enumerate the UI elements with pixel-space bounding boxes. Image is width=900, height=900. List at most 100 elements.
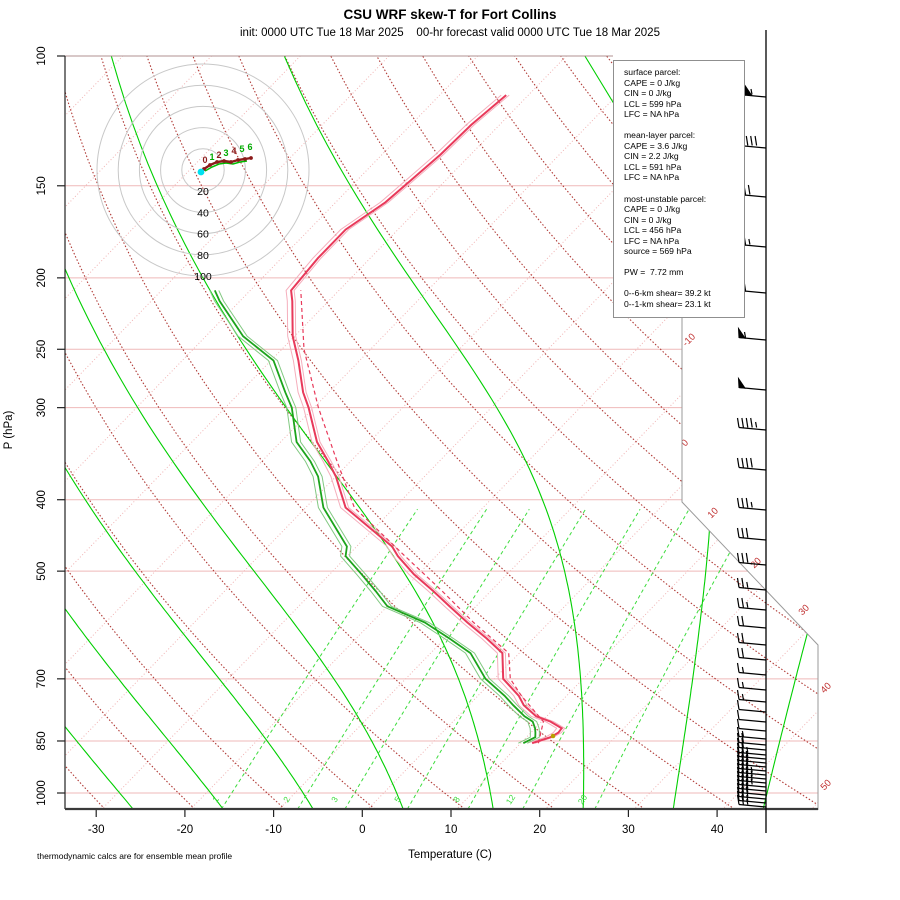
dewpoint-trace <box>213 290 537 745</box>
hodograph-ring-label: 20 <box>197 186 209 198</box>
wind-barb-full <box>741 552 744 563</box>
wind-barb-full <box>736 615 740 626</box>
wind-barb-full <box>736 689 740 700</box>
hodograph: 20 40 60 80 100 0 1 2 3 4 5 6 <box>96 63 310 283</box>
hodograph-trace-dot <box>236 158 240 162</box>
isotherm-line <box>189 56 818 810</box>
isotherm-line <box>100 56 818 810</box>
info-box-line: LFC = NA hPa <box>624 109 680 120</box>
wind-barb-full <box>736 782 740 793</box>
wind-barb-full <box>745 552 749 563</box>
wind-barb-full <box>741 647 744 658</box>
dry-adiabat-line <box>284 56 818 810</box>
mixing-ratio-line <box>467 508 641 810</box>
wind-barb-shaft <box>738 656 767 661</box>
wind-barb-half <box>741 681 744 688</box>
wind-barb-full <box>741 497 744 508</box>
isotherm-line <box>65 56 212 810</box>
isotherm-line <box>721 56 818 810</box>
wind-barb-half <box>750 501 753 508</box>
mixing-ratio-label: 1 <box>210 794 221 804</box>
wind-barb-shaft <box>738 708 767 713</box>
wind-barb-half <box>750 770 753 777</box>
hodograph-height-label: 3 <box>223 148 228 158</box>
isotherm-label: 0 <box>679 437 691 449</box>
storm-motion-marker <box>197 168 205 176</box>
hodograph-height-label: 2 <box>216 150 221 160</box>
info-box-line <box>624 183 744 194</box>
wind-barb-full <box>736 699 740 710</box>
wind-barb-full <box>736 766 740 777</box>
moist-adiabat-line <box>762 56 818 810</box>
mixing-ratio-label: 12 <box>504 792 518 806</box>
info-box-line: LFC = NA hPa <box>624 235 680 246</box>
wind-barb-shaft <box>738 755 767 760</box>
wind-barb-full <box>741 770 744 781</box>
wind-barb-shaft <box>738 791 767 796</box>
wind-barb-full <box>736 647 740 658</box>
dry-adiabat-line <box>330 56 818 810</box>
info-box-line: source = 569 hPa <box>624 246 692 257</box>
info-box-line: mean-layer parcel: <box>624 130 696 141</box>
wind-barb-half <box>750 766 753 773</box>
isotherm-label: 40 <box>819 681 834 696</box>
wind-barb-full <box>741 527 744 538</box>
temperature-member-trace <box>285 94 558 744</box>
x-axis-tick-label: -30 <box>88 824 105 836</box>
y-axis-label: P (hPa) <box>3 410 15 450</box>
y-axis-tick-label: 1000 <box>36 780 48 806</box>
wind-barb-shaft <box>738 718 767 723</box>
wind-barb-pennant <box>737 376 747 389</box>
wind-barb-full <box>736 770 740 781</box>
hodograph-trace-dot <box>243 157 247 161</box>
x-axis-tick-label: 10 <box>445 824 458 836</box>
hodograph-trace-dot <box>215 160 219 164</box>
y-axis-tick-label: 100 <box>36 46 48 65</box>
wind-barb-full <box>741 457 744 468</box>
wind-barb-half <box>750 774 753 781</box>
wind-barb-pennant <box>744 83 753 96</box>
parcel-info-box: surface parcel: CAPE = 0 J/kg CIN = 0 J/kg… <box>613 60 745 318</box>
y-axis-tick-label: 200 <box>36 268 48 287</box>
wind-barb-half <box>755 421 758 428</box>
wind-barb-full <box>741 766 744 777</box>
wind-barb-full <box>736 662 740 673</box>
wind-barb-full <box>741 786 744 797</box>
wind-barb-shaft <box>738 671 767 676</box>
wind-barb-full <box>736 758 740 769</box>
mixing-ratio-label: 2 <box>281 794 292 804</box>
wind-barb-shaft <box>738 771 767 776</box>
hodograph-height-label: 5 <box>239 144 244 154</box>
mixing-ratio-label: 5 <box>392 794 403 804</box>
wind-barb-full <box>741 782 744 793</box>
wind-barb-full <box>750 135 753 146</box>
plot-background <box>65 56 818 810</box>
wind-barb-full <box>741 737 744 748</box>
isotherm-label: 50 <box>819 778 834 793</box>
wind-barb-full <box>736 527 740 538</box>
wind-barb-shaft <box>738 426 767 431</box>
wind-barb-full <box>736 677 740 688</box>
wind-barb-full <box>741 778 744 789</box>
wind-barb-full <box>741 762 744 773</box>
y-axis-tick-label: 400 <box>36 490 48 509</box>
info-box-line: CAPE = 3.6 J/kg <box>624 140 688 151</box>
lcl-marker <box>550 733 556 739</box>
isotherm-line <box>65 56 567 810</box>
y-axis-tick-label: 500 <box>36 562 48 581</box>
wind-barb-full <box>747 184 751 195</box>
moist-adiabat-line <box>65 56 224 810</box>
dewpoint-member-trace <box>218 290 540 744</box>
isotherm-label: 10 <box>706 506 721 521</box>
wind-barb-shaft <box>738 746 767 751</box>
sounding-traces <box>209 94 566 745</box>
wind-barb-shaft <box>738 767 767 772</box>
wind-barb-full <box>736 497 740 508</box>
moist-adiabat-line <box>283 56 585 810</box>
wind-barb-shaft <box>738 686 767 691</box>
info-box-line: CAPE = 0 J/kg <box>624 204 681 215</box>
wind-barb-full <box>750 417 753 428</box>
hodograph-trace-dot <box>222 159 226 163</box>
moist-adiabat-line <box>65 56 404 810</box>
